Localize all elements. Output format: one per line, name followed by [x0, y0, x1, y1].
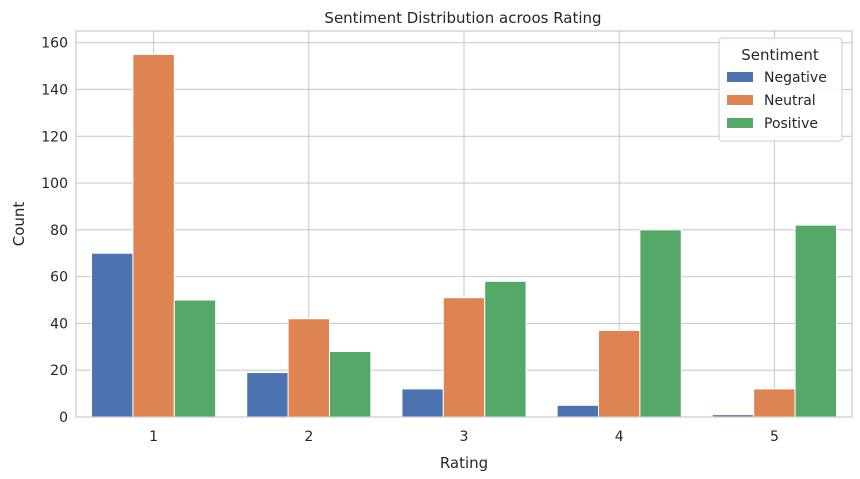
y-tick-label: 80 [50, 223, 68, 239]
bar-neutral-rating-3 [442, 297, 486, 418]
bar-neutral-rating-2 [287, 318, 330, 418]
plot-frame [75, 30, 853, 418]
legend-swatch-positive [727, 118, 753, 128]
x-tick-label: 5 [770, 429, 779, 445]
y-tick-label: 40 [50, 316, 68, 332]
legend-items: Negative Neutral Positive [727, 70, 827, 132]
bar-positive-rating-5 [794, 224, 837, 418]
chart-title: Sentiment Distribution acroos Rating [324, 9, 601, 27]
bar-negative-rating-1 [91, 252, 134, 418]
bar-positive-rating-3 [484, 280, 527, 418]
bar-positive-rating-1 [173, 299, 217, 418]
y-tick-label: 20 [50, 363, 68, 379]
legend-box [718, 37, 843, 142]
x-tick-label: 2 [304, 429, 313, 445]
bar-neutral-rating-1 [132, 53, 175, 418]
legend-swatch-neutral [727, 95, 753, 105]
legend: Sentiment Negative Neutral Positive [718, 37, 843, 142]
x-axis-label: Rating [440, 454, 488, 472]
legend-swatch-negative [727, 72, 753, 82]
bar-negative-rating-3 [401, 388, 444, 418]
legend-label-neutral: Neutral [764, 93, 816, 109]
bar-positive-rating-2 [328, 350, 372, 418]
bar-neutral-rating-5 [753, 388, 796, 418]
x-tick-label: 3 [460, 429, 469, 445]
y-axis-label: Count [10, 202, 28, 247]
bar-neutral-rating-4 [598, 329, 641, 418]
y-tick-label: 140 [41, 82, 68, 98]
y-tick-label: 0 [59, 410, 68, 426]
legend-label-negative: Negative [764, 70, 827, 86]
y-tick-label: 60 [50, 270, 68, 286]
legend-title: Sentiment [741, 46, 819, 64]
bars [91, 53, 837, 418]
bar-positive-rating-4 [639, 229, 682, 418]
y-axis-ticks: 0 20 40 60 80 100 120 140 160 [41, 36, 68, 426]
x-tick-label: 1 [149, 429, 158, 445]
x-tick-label: 4 [615, 429, 624, 445]
bar-negative-rating-4 [556, 404, 600, 418]
x-axis-ticks: 1 2 3 4 5 [149, 429, 779, 445]
bar-negative-rating-2 [246, 372, 289, 418]
y-tick-label: 160 [41, 36, 68, 52]
legend-label-positive: Positive [764, 116, 818, 132]
y-tick-label: 120 [41, 129, 68, 145]
y-tick-label: 100 [41, 176, 68, 192]
